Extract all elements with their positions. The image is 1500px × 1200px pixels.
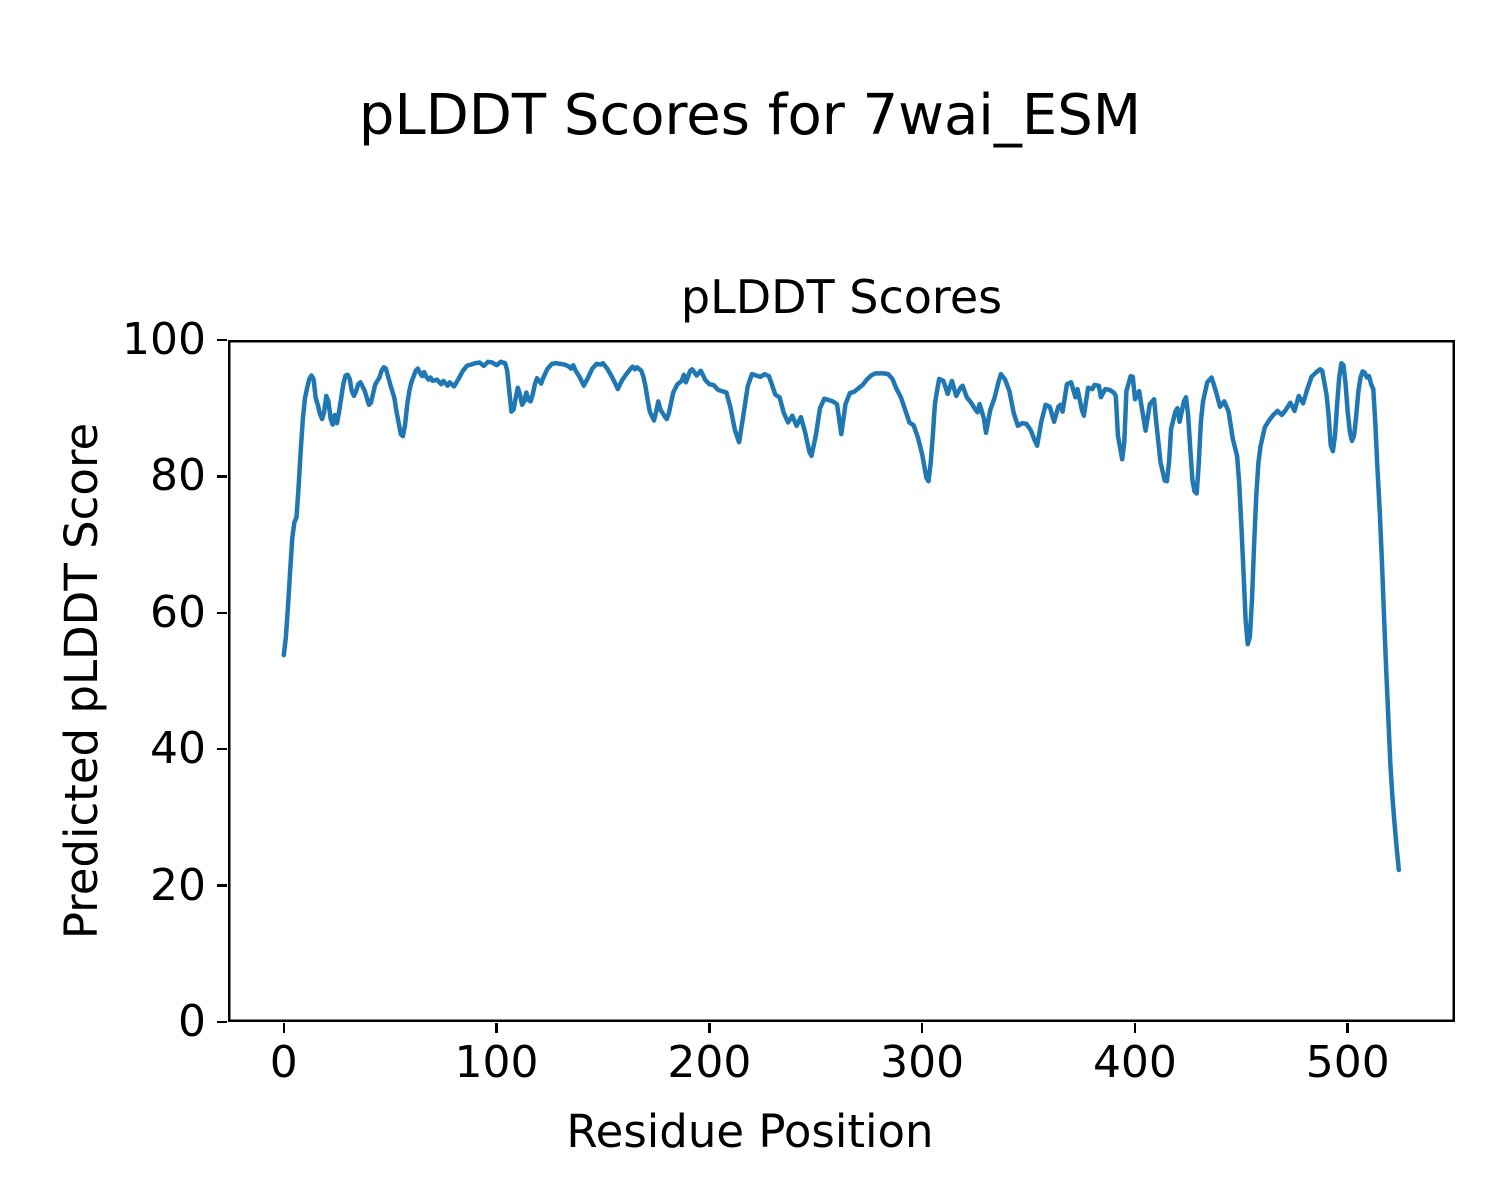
- y-tick-mark: [217, 611, 227, 615]
- plot-area: [228, 340, 1455, 1022]
- y-tick-mark: [217, 747, 227, 751]
- x-tick-label: 300: [880, 1037, 965, 1088]
- x-tick-mark: [708, 1023, 711, 1033]
- plddt-line-series: [281, 359, 1402, 873]
- y-tick-label: 60: [150, 586, 206, 638]
- x-tick-label: 200: [667, 1037, 752, 1088]
- y-tick-label: 40: [150, 723, 206, 775]
- x-tick-label: 400: [1092, 1037, 1177, 1088]
- x-axis-label: Residue Position: [566, 1105, 934, 1158]
- y-tick-mark: [217, 475, 227, 478]
- x-tick-mark: [1346, 1023, 1349, 1033]
- figure-title: pLDDT Scores for 7wai_ESM: [358, 83, 1142, 148]
- axes-spines: [228, 340, 1455, 1022]
- axes-title: pLDDT Scores: [680, 270, 1003, 324]
- y-tick-mark: [217, 338, 227, 342]
- plddt-line-chart: [228, 340, 1455, 1022]
- y-tick-mark: [217, 884, 227, 887]
- x-tick-mark: [920, 1023, 924, 1033]
- y-tick-label: 80: [150, 450, 206, 502]
- y-tick-mark: [217, 1020, 227, 1024]
- x-tick-mark: [282, 1023, 285, 1033]
- y-tick-label: 100: [122, 314, 206, 365]
- x-tick-mark: [495, 1023, 498, 1033]
- x-tick-label: 500: [1305, 1037, 1390, 1088]
- x-tick-label: 0: [269, 1037, 298, 1088]
- x-tick-mark: [1133, 1023, 1137, 1033]
- y-tick-label: 0: [178, 996, 206, 1047]
- y-tick-label: 20: [150, 859, 206, 911]
- x-tick-label: 100: [454, 1037, 539, 1088]
